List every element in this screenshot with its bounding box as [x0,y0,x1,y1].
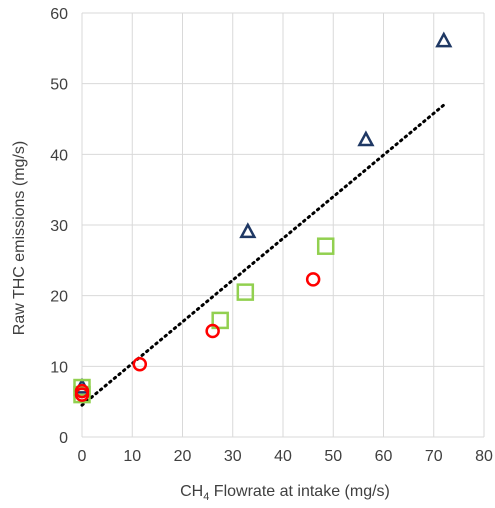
y-tick-label: 20 [50,289,68,306]
x-axis-title-rest: Flowrate at intake (mg/s) [209,483,390,500]
y-tick-label: 40 [50,147,68,164]
x-axis-title: CH4 Flowrate at intake (mg/s) [180,483,390,503]
square-marker [236,283,255,301]
circle-marker [132,356,148,372]
y-tick-label: 30 [50,218,68,235]
data-points [73,31,453,404]
x-axis-title-subscript: 4 [203,491,209,503]
x-tick-label: 60 [375,448,393,465]
square-marker [211,311,229,330]
square-marker [316,237,335,255]
y-tick-label: 0 [59,430,68,447]
circle-marker [74,387,90,402]
circle-marker [205,323,220,339]
triangle-marker [435,31,453,48]
trendline [80,103,446,407]
x-tick-label: 20 [174,448,192,465]
trendline-layer [80,103,446,407]
x-tick-label: 80 [475,448,493,465]
tick-labels: 0 10 20 30 40 50 60 70 80 0 10 20 30 40 50 60 [50,6,493,465]
x-tick-label: 10 [123,448,141,465]
y-axis-title: Raw THC emissions (mg/s) [11,141,28,335]
x-tick-label: 0 [78,448,87,465]
triangle-marker [357,130,375,147]
x-tick-label: 70 [425,448,443,465]
x-axis-title-main: CH [180,483,203,500]
y-tick-label: 60 [50,6,68,23]
grid [81,12,485,438]
y-tick-label: 10 [50,359,68,376]
square-marker [73,385,91,404]
x-tick-label: 30 [224,448,242,465]
triangle-marker [239,222,257,239]
x-tick-label: 40 [274,448,292,465]
x-tick-label: 50 [324,448,342,465]
y-tick-label: 50 [50,77,68,94]
circle-marker [305,272,321,287]
